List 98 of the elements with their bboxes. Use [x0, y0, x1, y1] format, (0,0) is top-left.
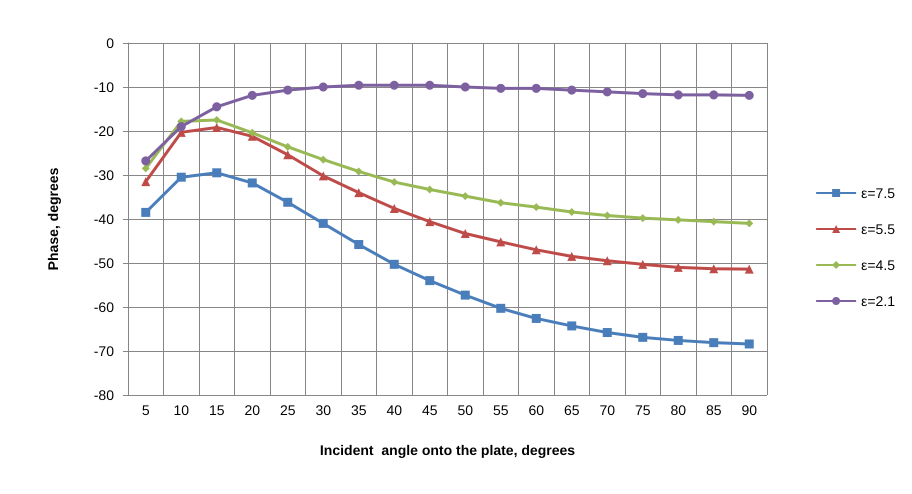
point	[568, 208, 576, 216]
point	[354, 167, 363, 176]
x-tick-label: 40	[386, 402, 402, 418]
point	[496, 198, 505, 207]
x-tick-label: 65	[564, 402, 580, 418]
point	[638, 260, 648, 269]
point	[567, 321, 576, 330]
point	[638, 89, 648, 98]
point	[425, 80, 434, 90]
point	[532, 203, 540, 212]
point	[142, 164, 150, 172]
x-tick-label: 25	[280, 402, 296, 418]
point	[496, 237, 506, 246]
y-tick-label: -80	[94, 387, 114, 403]
x-tick-label: 50	[457, 402, 474, 418]
y-tick-label: -10	[94, 79, 114, 95]
point	[283, 198, 292, 207]
point	[390, 178, 398, 186]
point	[141, 208, 150, 217]
point	[532, 84, 541, 93]
point	[248, 128, 256, 137]
point	[283, 150, 292, 160]
point	[567, 252, 576, 261]
point	[496, 304, 506, 313]
point	[425, 276, 434, 286]
point	[603, 211, 612, 220]
point	[460, 82, 470, 92]
point	[354, 80, 364, 90]
y-tick-label: -50	[94, 255, 114, 271]
point	[532, 314, 541, 323]
x-tick-label: 10	[173, 402, 190, 418]
point	[674, 336, 683, 345]
point	[674, 262, 683, 272]
point	[283, 86, 292, 95]
x-tick-label: 85	[706, 402, 722, 418]
point	[212, 122, 222, 132]
point	[602, 87, 612, 96]
point	[390, 260, 399, 269]
point	[744, 90, 754, 100]
y-tick-label: -60	[94, 299, 114, 315]
point	[390, 204, 399, 213]
point	[602, 256, 612, 266]
point	[284, 142, 292, 151]
point	[318, 218, 328, 228]
x-tick-label: 20	[244, 402, 260, 418]
point	[496, 84, 506, 93]
x-tick-label: 55	[492, 402, 509, 418]
x-tick-label: 70	[599, 402, 616, 418]
point	[141, 156, 150, 166]
point	[602, 328, 612, 338]
point	[319, 156, 328, 164]
point	[460, 290, 470, 300]
point	[425, 217, 434, 226]
point	[318, 171, 328, 180]
y-tick-label: 0	[106, 35, 114, 51]
legend-label: ε=7.5	[861, 185, 896, 201]
point	[318, 82, 328, 92]
x-tick-label: 5	[142, 402, 150, 418]
x-tick-label: 90	[741, 402, 758, 418]
x-axis-title: Incident angle onto the plate, degrees	[320, 442, 576, 458]
point	[390, 80, 399, 90]
x-tick-label: 80	[670, 402, 686, 418]
point	[141, 177, 150, 186]
point	[674, 90, 683, 100]
point	[212, 102, 222, 112]
point	[460, 229, 470, 238]
y-tick-label: -70	[94, 343, 114, 359]
y-axis-title: Phase, degrees	[45, 167, 61, 270]
point	[532, 245, 541, 254]
x-tick-label: 30	[315, 402, 332, 418]
point	[354, 240, 364, 250]
x-tick-label: 60	[528, 402, 544, 418]
point	[744, 264, 754, 274]
legend-label: ε=4.5	[861, 257, 896, 273]
x-tick-label: 75	[634, 402, 651, 418]
point	[709, 90, 718, 100]
y-tick-label: -20	[94, 123, 114, 139]
legend-label: ε=2.1	[861, 293, 896, 309]
x-tick-label: 45	[422, 402, 438, 418]
point	[426, 186, 434, 194]
y-tick-label: -40	[94, 211, 114, 227]
point	[248, 178, 257, 188]
x-tick-label: 15	[208, 402, 225, 418]
point	[212, 116, 221, 124]
point	[248, 90, 257, 100]
point	[212, 168, 222, 178]
point	[709, 264, 718, 274]
point	[744, 339, 754, 348]
y-tick-label: -30	[94, 167, 114, 183]
point	[176, 172, 186, 182]
legend-label: ε=5.5	[861, 221, 896, 237]
point	[567, 86, 576, 95]
point	[354, 188, 364, 198]
x-tick-label: 35	[350, 402, 367, 418]
point	[638, 332, 648, 342]
point	[461, 192, 470, 200]
point	[709, 338, 718, 348]
point	[176, 122, 186, 132]
